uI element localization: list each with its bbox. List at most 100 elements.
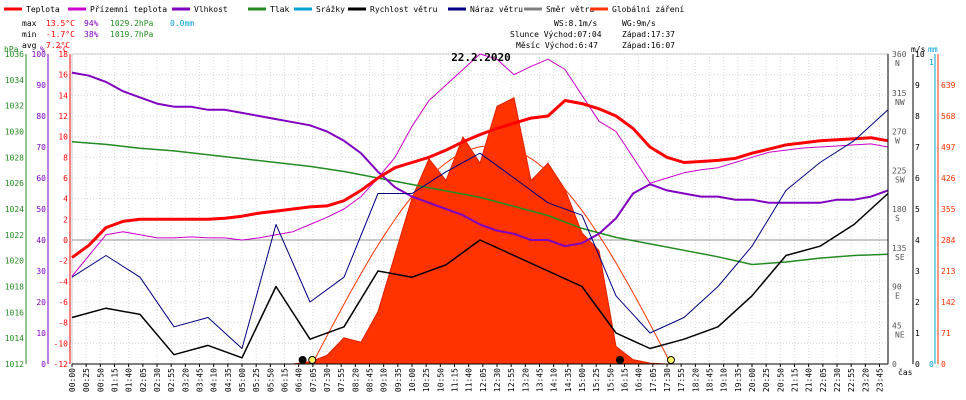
direction-name-label: W — [895, 137, 900, 146]
legend-label: Rychlost větru — [370, 5, 438, 14]
sunset-marker — [666, 356, 675, 364]
hpa-tick-label: 1024 — [5, 205, 24, 214]
direction-name-label: NE — [895, 330, 905, 339]
humidity-tick-label: 80 — [36, 112, 46, 121]
series-rychlost-v-tru — [71, 192, 889, 359]
temp-tick-label: 16 — [58, 71, 68, 80]
direction-tick-label: 360 — [892, 50, 907, 59]
radiation-tick-label: 142 — [941, 298, 956, 307]
temp-tick-label: 12 — [58, 112, 68, 121]
x-tick-label: 11:40 — [465, 368, 474, 392]
direction-name-label: N — [895, 59, 900, 68]
legend-label: Přízemní teplota — [90, 5, 167, 14]
direction-name-label: NW — [895, 98, 905, 107]
direction-tick-label: 270 — [892, 128, 907, 137]
x-tick-label: 06:40 — [295, 368, 304, 392]
x-tick-label: 19:35 — [734, 368, 743, 392]
x-tick-label: 09:10 — [380, 368, 389, 392]
x-tick-label: 01:15 — [111, 368, 120, 392]
wind-tick-label: 6 — [915, 174, 920, 183]
stat-max-rain: 0.0mm — [170, 19, 194, 28]
temp-tick-label: 14 — [58, 91, 68, 100]
stat-min-temp: -1.7°C — [46, 30, 75, 39]
x-tick-label: 22:55 — [847, 368, 856, 392]
series-vlhkost — [71, 71, 889, 248]
radiation-theoretical-curve — [311, 145, 672, 365]
temp-tick-label: 0 — [63, 236, 68, 245]
temp-tick-label: 4 — [63, 195, 68, 204]
x-tick-label: 07:55 — [337, 368, 346, 392]
header-text: max 13.5°C 94% 1029.2hPa 0.0mm min -1.7°C 38% 10… — [22, 19, 675, 64]
hpa-tick-label: 1036 — [5, 50, 24, 59]
legend-label: Tlak — [270, 5, 289, 14]
series-lines — [71, 53, 889, 364]
wind-tick-label: 5 — [915, 205, 920, 214]
x-tick-label: 05:25 — [252, 368, 261, 392]
x-tick-label: 00:25 — [82, 368, 91, 392]
hpa-unit-label: hPa — [4, 45, 19, 54]
direction-tick-label: 180 — [892, 205, 907, 214]
x-tick-label: 15:25 — [592, 368, 601, 392]
x-tick-label: 08:20 — [351, 368, 360, 392]
radiation-tick-label: 213 — [941, 267, 956, 276]
stat-max-temp: 13.5°C — [46, 19, 75, 28]
stat-max-hum: 94% — [84, 19, 99, 28]
temp-tick-label: 6 — [63, 174, 68, 183]
temp-tick-label: -2 — [58, 257, 68, 266]
x-axis-label: čas — [898, 367, 913, 377]
temp-tick-label: -12 — [54, 360, 69, 369]
x-tick-label: 20:00 — [748, 368, 757, 392]
x-tick-label: 15:00 — [578, 368, 587, 392]
direction-tick-label: 135 — [892, 244, 907, 253]
info-sunrise: Slunce Východ:07:04 — [510, 30, 602, 39]
stat-min-press: 1019.7hPa — [110, 30, 154, 39]
direction-name-label: S — [895, 214, 900, 223]
humidity-tick-label: 10 — [36, 329, 46, 338]
direction-tick-label: 225 — [892, 166, 907, 175]
stat-avg-temp: 7.2°C — [46, 41, 70, 50]
x-tick-label: 03:45 — [196, 368, 205, 392]
direction-tick-label: 0 — [892, 360, 897, 369]
x-tick-label: 20:50 — [776, 368, 785, 392]
x-tick-label: 10:25 — [422, 368, 431, 392]
radiation-tick-label: 639 — [941, 81, 956, 90]
temp-tick-label: 10 — [58, 133, 68, 142]
radiation-tick-label: 71 — [941, 329, 951, 338]
x-tick-label: 07:05 — [309, 368, 318, 392]
hpa-tick-label: 1032 — [5, 102, 24, 111]
x-tick-label: 23:20 — [861, 368, 870, 392]
radiation-tick-label: 355 — [941, 205, 956, 214]
radiation-tick-label: 497 — [941, 143, 956, 152]
x-tick-label: 12:30 — [493, 368, 502, 392]
x-tick-label: 15:50 — [606, 368, 615, 392]
legend-label: Náraz větru — [470, 5, 523, 14]
hpa-tick-label: 1012 — [5, 360, 24, 369]
hpa-tick-label: 1014 — [5, 334, 24, 343]
radiation-area — [72, 96, 888, 365]
wind-tick-label: 2 — [915, 298, 920, 307]
direction-name-label: SE — [895, 253, 905, 262]
stat-min-label: min — [22, 30, 37, 39]
temp-tick-label: -8 — [58, 319, 68, 328]
stat-max-press: 1029.2hPa — [110, 19, 154, 28]
chart-title: 22.2.2020 — [451, 51, 511, 64]
x-tick-label: 13:45 — [536, 368, 545, 392]
legend-label: Směr větru — [546, 5, 594, 14]
x-tick-label: 07:30 — [323, 368, 332, 392]
rain-unit-label: mm — [928, 45, 938, 54]
temp-tick-label: 18 — [58, 50, 68, 59]
stat-max-label: max — [22, 19, 37, 28]
x-tick-label: 02:55 — [167, 368, 176, 392]
x-tick-label: 14:35 — [564, 368, 573, 392]
x-tick-label: 10:50 — [436, 368, 445, 392]
legend-label: Srážky — [316, 5, 345, 14]
humidity-tick-label: 70 — [36, 143, 46, 152]
hpa-tick-label: 1022 — [5, 231, 24, 240]
x-tick-label: 02:05 — [139, 368, 148, 392]
humidity-tick-label: 30 — [36, 267, 46, 276]
direction-tick-label: 315 — [892, 89, 907, 98]
wind-tick-label: 3 — [915, 267, 920, 276]
x-tick-label: 21:15 — [791, 368, 800, 392]
x-tick-label: 17:05 — [649, 368, 658, 392]
